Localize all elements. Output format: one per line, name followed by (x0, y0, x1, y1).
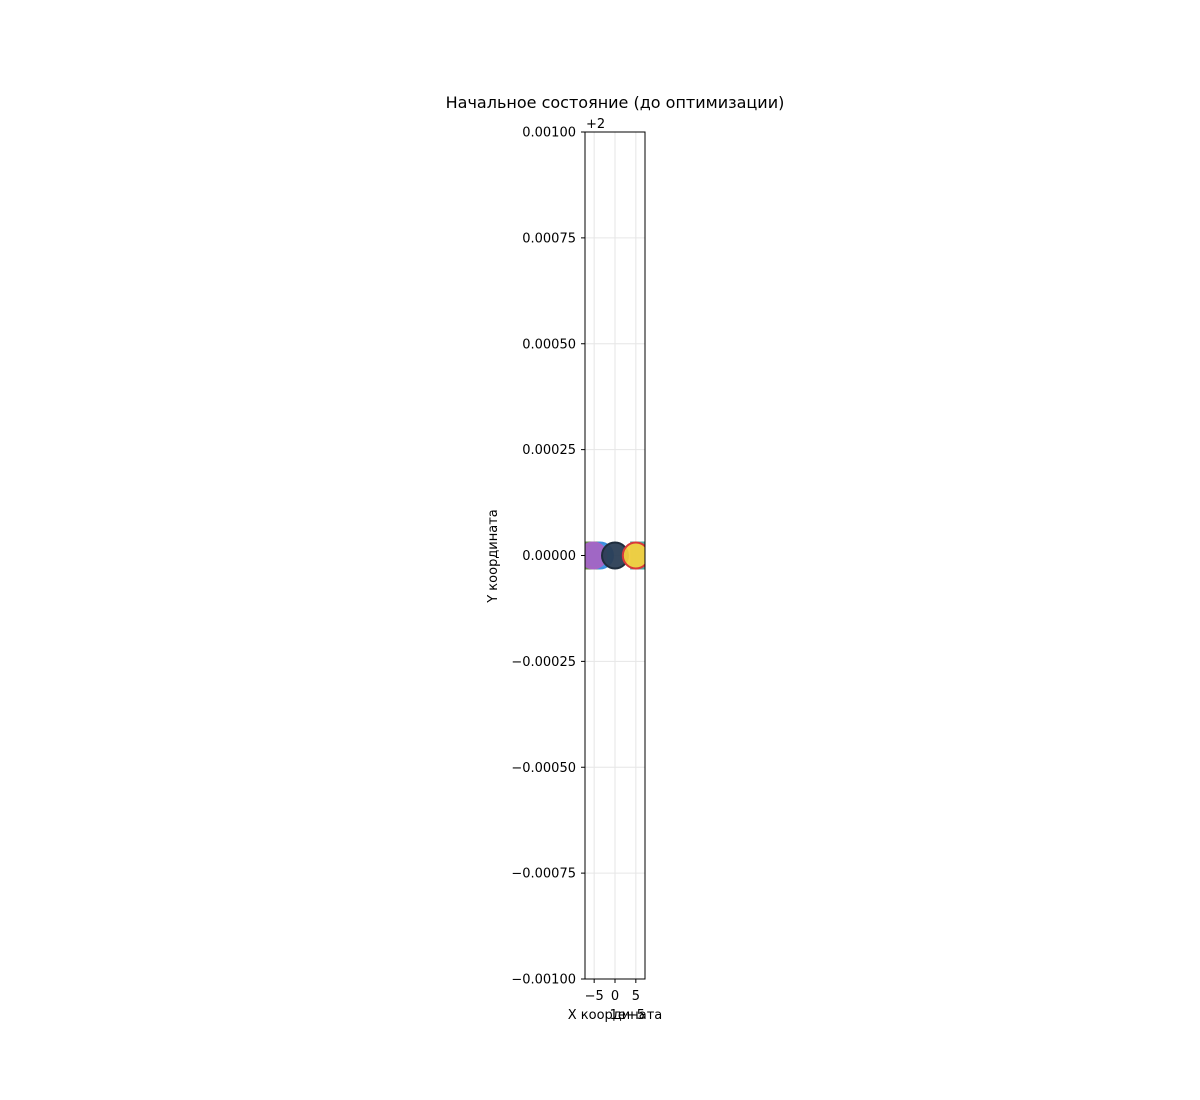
y-tick-label: −0.00100 (511, 973, 576, 988)
y-tick-label: 0.00050 (522, 337, 576, 352)
axis-ticks: −5 0 5 0.00100 0.00075 0.00050 0.00025 0.00000 −… (511, 126, 640, 1005)
y-offset-text: +2 (586, 117, 605, 132)
y-tick-label: 0.00025 (522, 443, 576, 458)
y-tick-label: 0.00100 (522, 126, 576, 141)
y-tick-label: −0.00025 (511, 655, 576, 670)
y-tick-label: 0.00000 (522, 549, 576, 564)
x-offset-text: 1e−5 (610, 1008, 645, 1023)
y-tick-label: −0.00075 (511, 867, 576, 882)
chart-title: Начальное состояние (до оптимизации) (446, 93, 785, 112)
x-tick-label: 0 (611, 989, 619, 1004)
data-points (585, 541, 645, 570)
x-tick-label: −5 (585, 989, 604, 1004)
y-tick-label: −0.00050 (511, 761, 576, 776)
x-axis-label: X координата (568, 1008, 663, 1023)
data-point-6 (621, 541, 645, 570)
y-tick-label: 0.00075 (522, 231, 576, 246)
x-tick-label: 5 (632, 989, 640, 1004)
y-axis-label: Y координата (486, 509, 501, 604)
